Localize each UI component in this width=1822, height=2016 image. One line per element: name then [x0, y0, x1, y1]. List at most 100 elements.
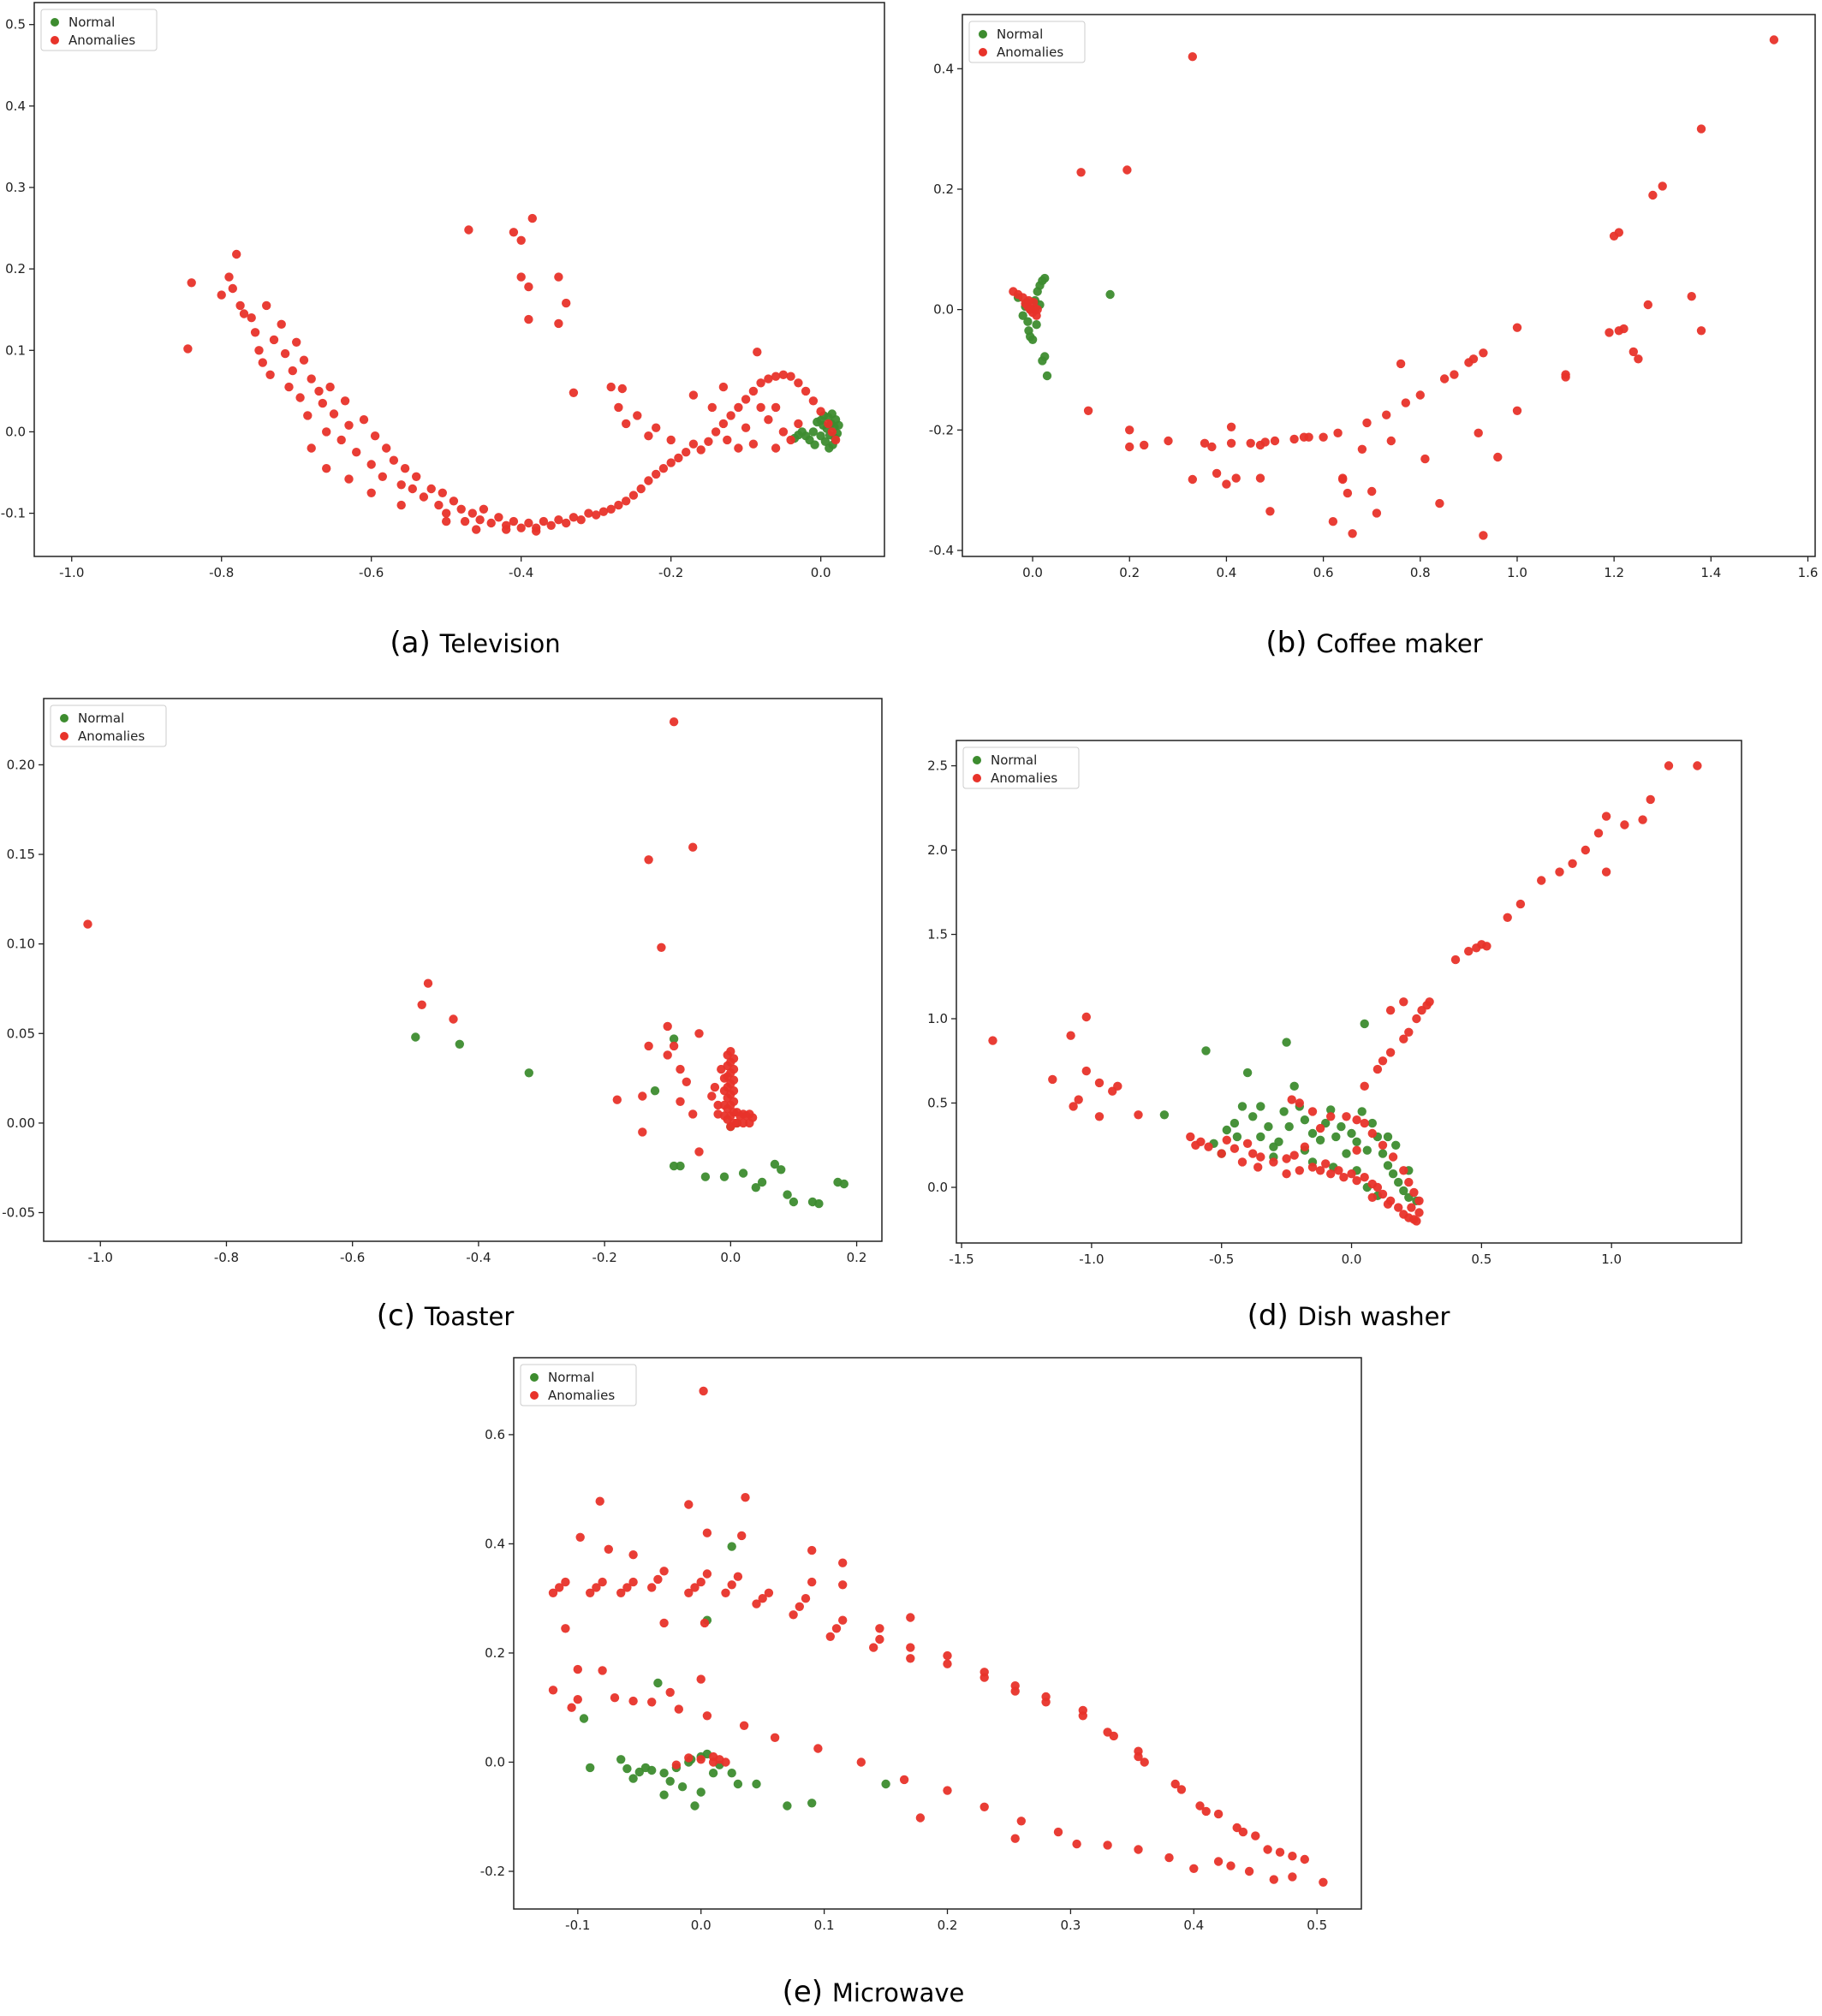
- point-anomalies: [555, 1583, 564, 1592]
- point-anomalies: [595, 1496, 604, 1506]
- point-anomalies: [622, 1583, 632, 1592]
- point-anomalies: [758, 1594, 767, 1603]
- point-anomalies: [1638, 815, 1647, 824]
- legend-label-anomalies: Anomalies: [68, 33, 135, 48]
- point-anomalies: [644, 855, 653, 865]
- point-normal: [1105, 289, 1115, 300]
- point-anomalies: [575, 1532, 585, 1543]
- plot-frame: [513, 1357, 1362, 1910]
- panel-caption: (d) Dish washer: [1247, 1299, 1450, 1333]
- point-anomalies: [741, 423, 751, 432]
- point-anomalies: [748, 439, 759, 449]
- y-tick-label: 2.5: [927, 758, 948, 774]
- y-tick-label: 1.5: [927, 927, 948, 943]
- point-anomalies: [657, 943, 666, 953]
- point-anomalies: [795, 1602, 804, 1612]
- point-normal: [579, 1714, 589, 1723]
- point-normal: [1360, 1019, 1369, 1029]
- point-anomalies: [838, 1558, 848, 1567]
- point-normal: [616, 1755, 626, 1764]
- point-anomalies: [1176, 1785, 1187, 1794]
- point-anomalies: [1213, 1857, 1224, 1866]
- point-anomalies: [1288, 1872, 1297, 1882]
- point-anomalies: [696, 445, 706, 455]
- point-normal: [1256, 1102, 1265, 1111]
- plot-frame: [962, 14, 1816, 557]
- point-anomalies: [1399, 997, 1408, 1007]
- series-anomalies-c: [83, 717, 758, 1157]
- point-anomalies: [1409, 1187, 1419, 1198]
- legend-box: [40, 9, 158, 51]
- point-anomalies: [753, 348, 762, 357]
- panel-caption: (c) Toaster: [377, 1299, 515, 1333]
- point-anomalies: [1289, 1151, 1299, 1160]
- point-anomalies: [682, 1077, 691, 1087]
- point-anomalies: [584, 508, 593, 518]
- point-anomalies: [1140, 1757, 1149, 1767]
- point-normal: [1326, 1105, 1336, 1115]
- point-anomalies: [382, 443, 391, 453]
- x-tick-label: -0.4: [466, 1250, 491, 1265]
- point-normal: [825, 443, 834, 453]
- legend: Normal Anomalies: [962, 746, 1080, 789]
- y-tick-label: 0.2: [5, 261, 26, 277]
- point-anomalies: [652, 423, 661, 432]
- point-anomalies: [727, 1580, 736, 1590]
- point-anomalies: [1300, 1854, 1310, 1864]
- point-anomalies: [633, 411, 642, 420]
- point-anomalies: [408, 484, 417, 494]
- point-anomalies: [943, 1650, 952, 1661]
- point-anomalies: [1378, 1189, 1388, 1199]
- point-anomalies: [827, 427, 837, 437]
- y-tick-label: -0.2: [480, 1864, 505, 1879]
- point-anomalies: [682, 448, 691, 457]
- point-normal: [586, 1763, 595, 1773]
- point-anomalies: [690, 1583, 700, 1592]
- point-anomalies: [1078, 1705, 1088, 1716]
- point-anomalies: [718, 419, 729, 429]
- point-anomalies: [479, 504, 489, 514]
- point-anomalies: [389, 455, 399, 465]
- point-anomalies: [598, 1666, 607, 1675]
- point-anomalies: [1033, 305, 1042, 314]
- point-anomalies: [729, 1097, 739, 1107]
- y-tick-label: 0.1: [5, 342, 26, 358]
- point-anomalies: [734, 402, 743, 413]
- point-normal: [708, 1769, 718, 1778]
- point-anomalies: [1769, 35, 1779, 45]
- point-anomalies: [1401, 398, 1411, 407]
- point-anomalies: [813, 1744, 823, 1753]
- point-anomalies: [250, 328, 260, 337]
- y-tick-label: 0.00: [7, 1115, 35, 1131]
- point-anomalies: [831, 435, 841, 445]
- x-tick-label: -1.5: [949, 1252, 974, 1267]
- point-anomalies: [915, 1813, 926, 1823]
- point-anomalies: [807, 1577, 817, 1587]
- point-anomalies: [665, 1687, 675, 1698]
- point-anomalies: [658, 464, 669, 473]
- point-anomalies: [366, 460, 376, 469]
- x-tick-label: 1.0: [1507, 565, 1527, 580]
- point-anomalies: [1561, 370, 1570, 379]
- y-tick-label: 1.0: [927, 1011, 948, 1026]
- point-anomalies: [1386, 436, 1396, 446]
- point-normal: [1222, 1125, 1232, 1135]
- x-tick-label: 1.6: [1798, 565, 1819, 580]
- point-anomalies: [659, 1618, 669, 1628]
- point-normal: [719, 1172, 729, 1181]
- point-anomalies: [1248, 1149, 1258, 1158]
- x-tick-label: 0.2: [1119, 565, 1140, 580]
- point-normal: [1264, 1121, 1273, 1132]
- point-anomalies: [438, 488, 447, 497]
- point-normal: [738, 1169, 748, 1178]
- point-anomalies: [710, 1082, 720, 1092]
- point-anomalies: [875, 1624, 884, 1633]
- point-anomalies: [598, 1577, 607, 1587]
- point-anomalies: [548, 1686, 558, 1695]
- point-anomalies: [771, 372, 781, 381]
- x-tick-label: 1.0: [1601, 1252, 1622, 1267]
- point-anomalies: [1270, 436, 1280, 446]
- point-anomalies: [741, 395, 751, 404]
- point-anomalies: [789, 1610, 798, 1620]
- point-normal: [1201, 1046, 1211, 1056]
